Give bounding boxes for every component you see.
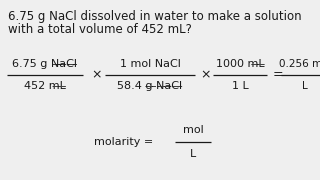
Text: molarity =: molarity = [94, 137, 157, 147]
Text: ×: × [92, 69, 102, 82]
Text: 6.75 g N̶a̶C̶l̶: 6.75 g N̶a̶C̶l̶ [12, 59, 77, 69]
Text: 58.4 g̶ ̶N̶a̶C̶l̶: 58.4 g̶ ̶N̶a̶C̶l̶ [117, 81, 183, 91]
Text: 6.75 g NaCl dissolved in water to make a solution: 6.75 g NaCl dissolved in water to make a… [8, 10, 302, 23]
Text: mol: mol [183, 125, 204, 135]
Text: 0.256 mol: 0.256 mol [279, 59, 320, 69]
Text: 1 mol NaCl: 1 mol NaCl [120, 59, 180, 69]
Text: 1 L: 1 L [232, 81, 248, 91]
Text: with a total volume of 452 mL?: with a total volume of 452 mL? [8, 23, 192, 36]
Text: L: L [190, 149, 196, 159]
Text: ×: × [201, 69, 211, 82]
Text: 1000 m̶L̶: 1000 m̶L̶ [216, 59, 264, 69]
Text: =: = [273, 69, 283, 82]
Text: L: L [302, 81, 308, 91]
Text: 452 m̶L̶: 452 m̶L̶ [24, 81, 66, 91]
